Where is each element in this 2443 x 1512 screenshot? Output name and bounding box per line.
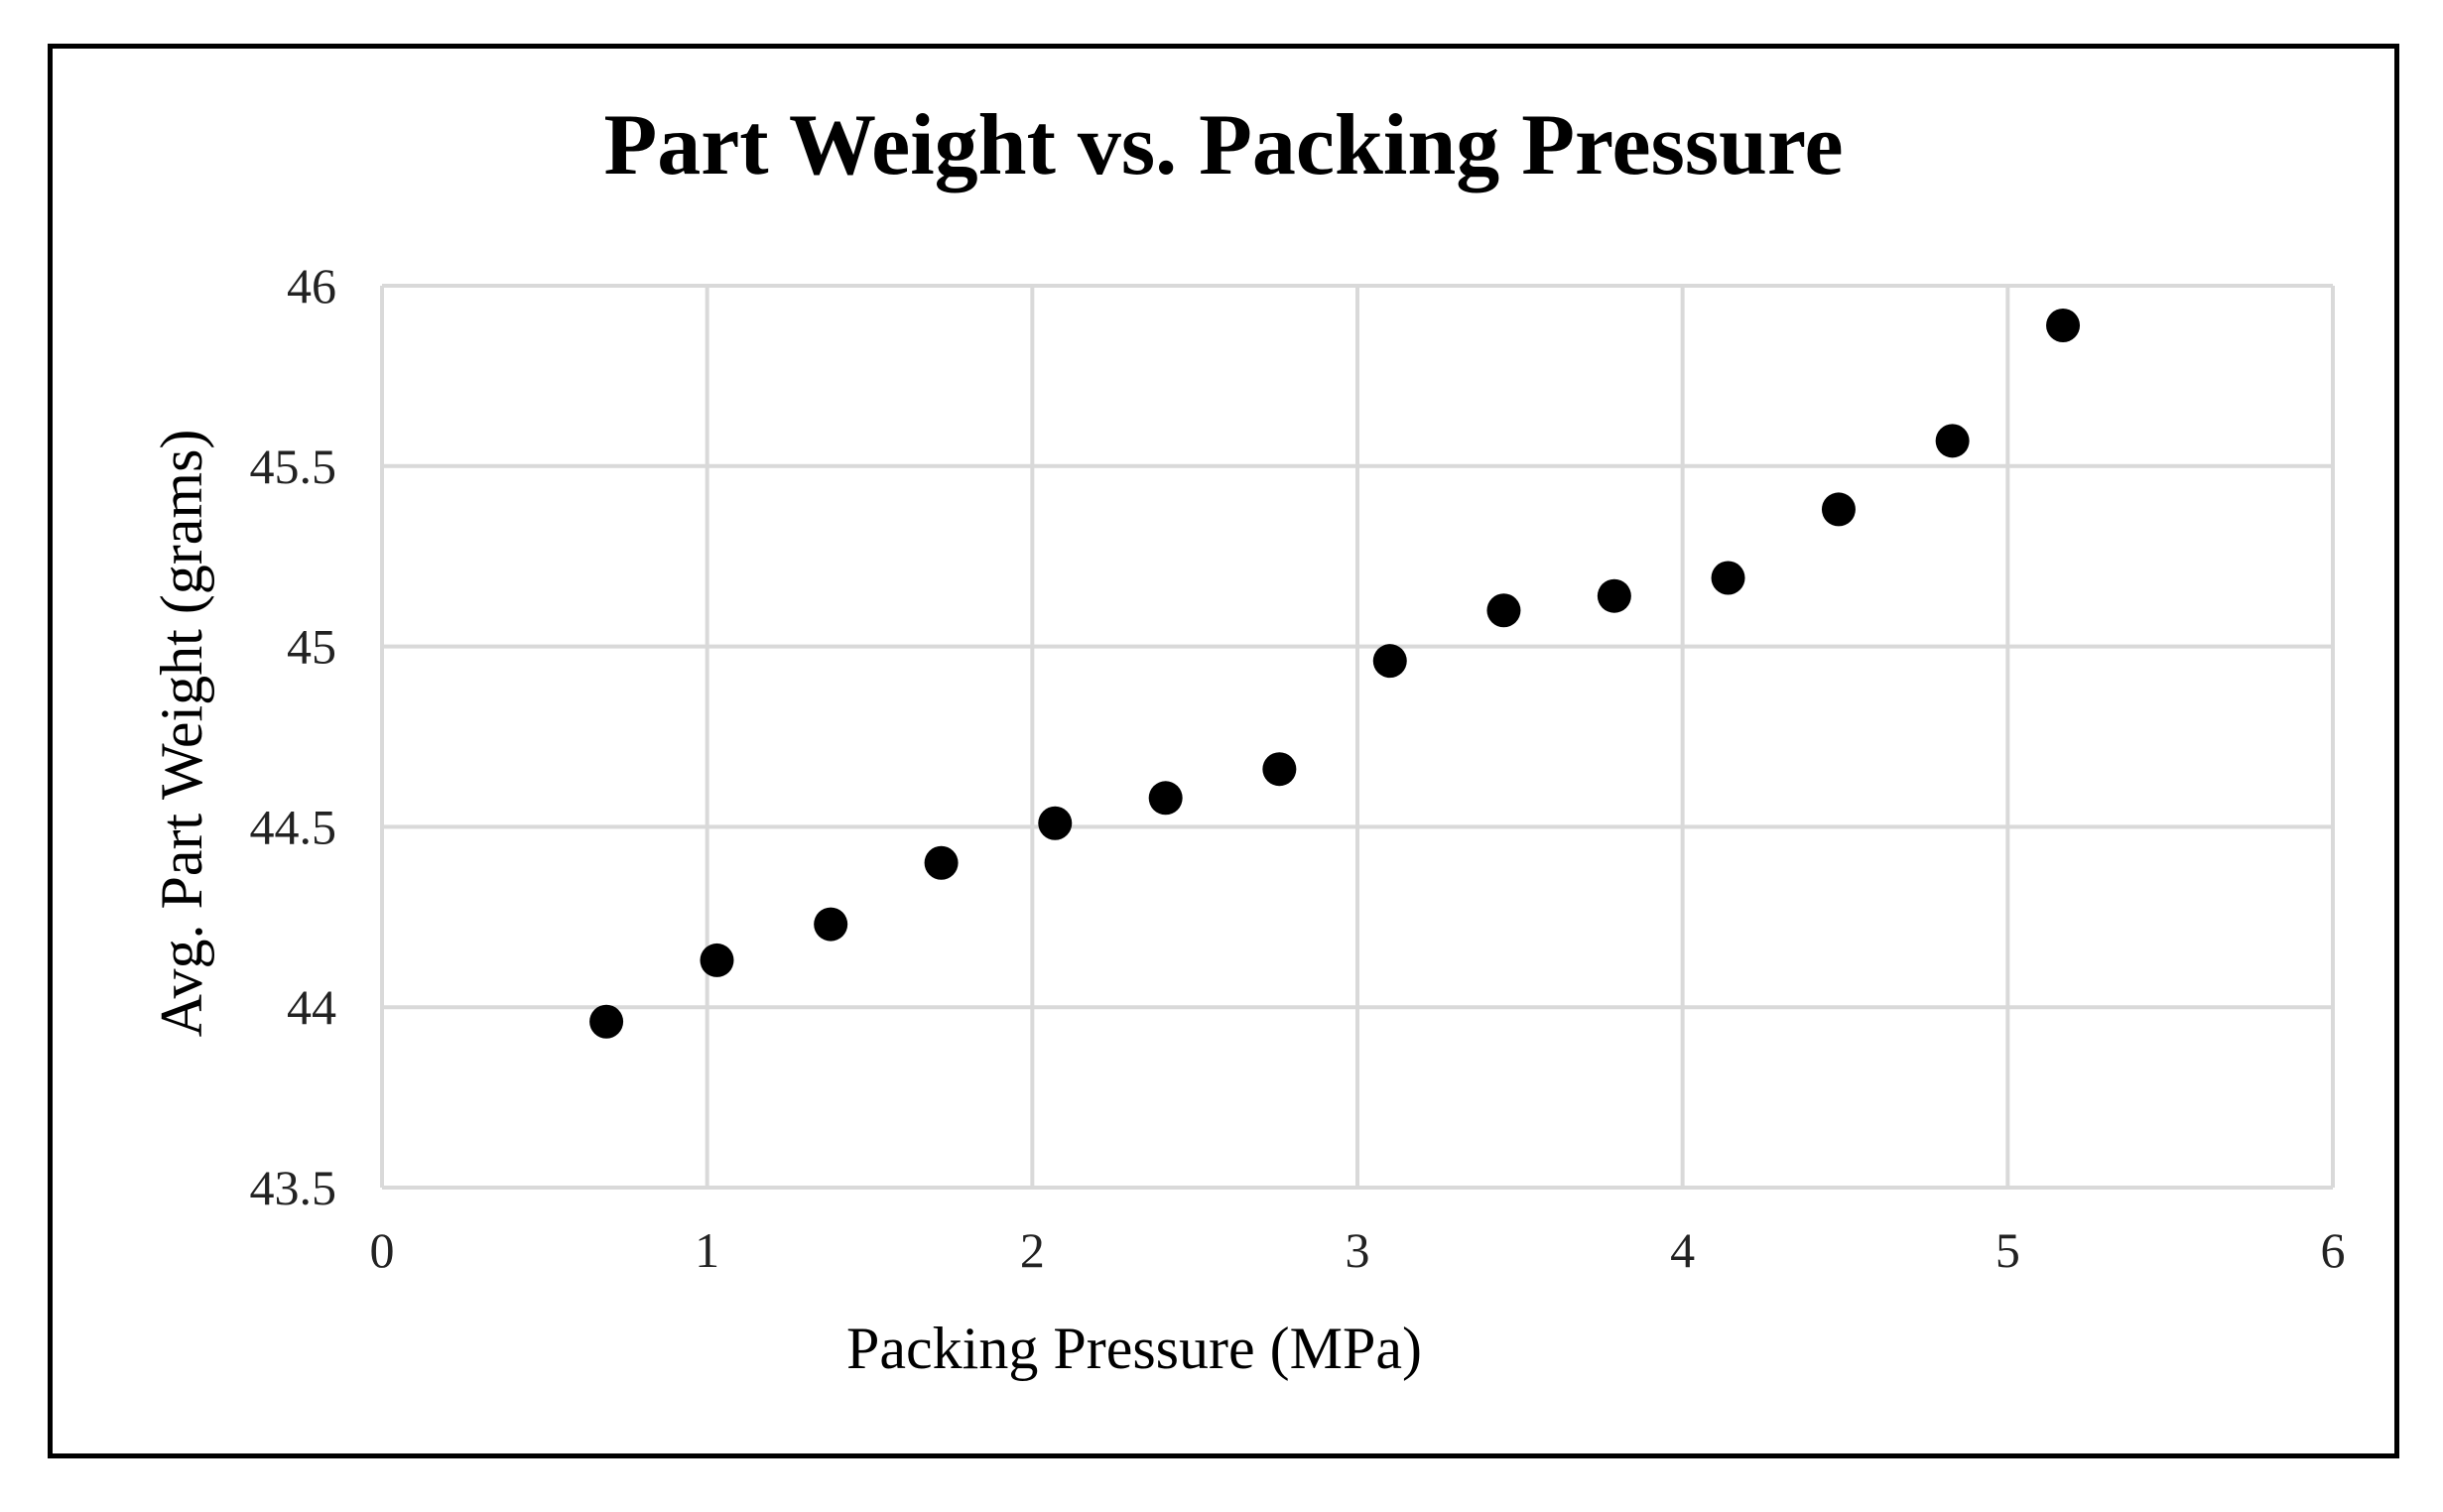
data-point bbox=[700, 943, 734, 977]
x-tick-label: 1 bbox=[695, 1222, 719, 1278]
data-point bbox=[1821, 492, 1856, 527]
x-tick-label: 0 bbox=[370, 1222, 395, 1278]
x-tick-label: 4 bbox=[1670, 1222, 1695, 1278]
y-axis-label: Avg. Part Weight (grams) bbox=[149, 430, 214, 1038]
data-point bbox=[1148, 781, 1183, 816]
data-point bbox=[2046, 308, 2081, 342]
chart-title: Part Weight vs. Packing Pressure bbox=[603, 97, 1843, 193]
x-tick-label: 3 bbox=[1346, 1222, 1370, 1278]
x-tick-label: 6 bbox=[2321, 1222, 2346, 1278]
data-point bbox=[1486, 593, 1521, 628]
data-point bbox=[924, 845, 959, 880]
y-tick-label: 43.5 bbox=[250, 1160, 337, 1215]
y-tick-label: 46 bbox=[287, 258, 336, 314]
data-point bbox=[814, 907, 848, 942]
x-axis-label: Packing Pressure (MPa) bbox=[846, 1316, 1422, 1381]
y-tick-label: 44 bbox=[287, 979, 336, 1035]
data-point-layer bbox=[589, 308, 2081, 1039]
chart-frame: 0 1 2 3 4 5 6 43.5 44 44.5 45 45.5 46 Part Weight vs… bbox=[48, 44, 2399, 1458]
data-point bbox=[1711, 561, 1745, 595]
data-point bbox=[1372, 644, 1407, 679]
x-tick-label: 2 bbox=[1020, 1222, 1045, 1278]
data-point bbox=[589, 1004, 624, 1039]
y-tick-label: 44.5 bbox=[250, 799, 337, 854]
y-tick-label: 45 bbox=[287, 619, 336, 675]
data-point bbox=[1597, 578, 1631, 613]
y-tick-label: 45.5 bbox=[250, 439, 337, 494]
data-point bbox=[1262, 752, 1297, 787]
grid-layer bbox=[380, 284, 2335, 1190]
data-point bbox=[1038, 806, 1073, 840]
data-point bbox=[1935, 424, 1970, 458]
x-tick-label: 5 bbox=[1995, 1222, 2020, 1278]
